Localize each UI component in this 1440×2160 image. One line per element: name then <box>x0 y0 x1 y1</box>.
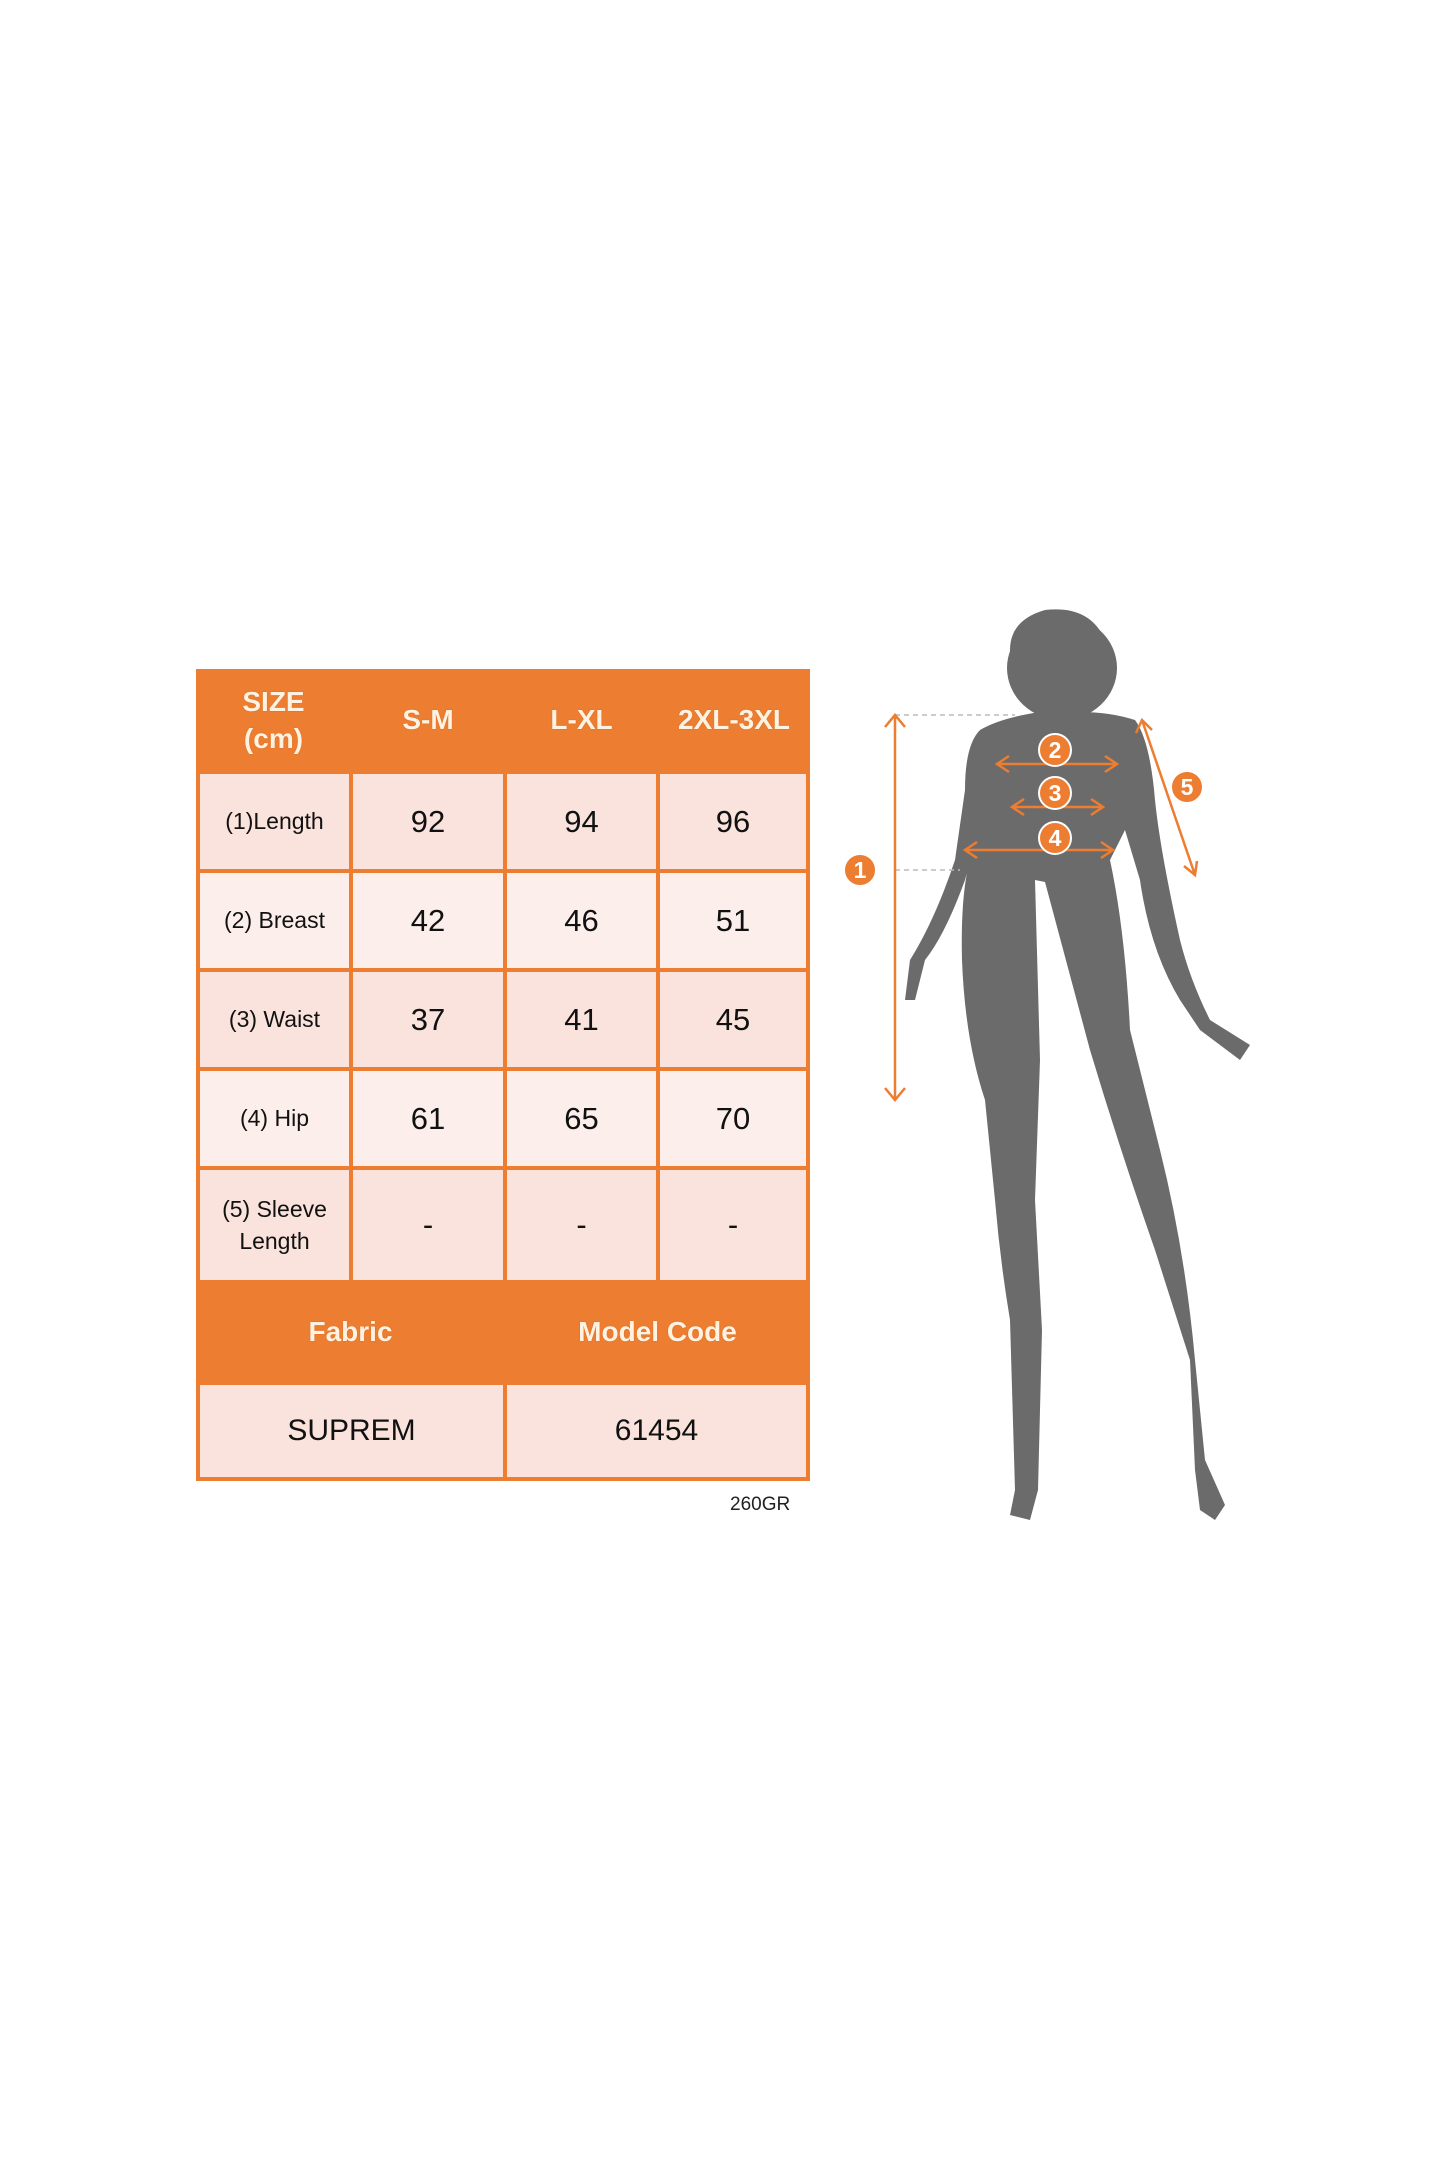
size-value: 41 <box>507 972 656 1067</box>
svg-text:5: 5 <box>1181 774 1194 800</box>
row-label: (1)Length <box>200 774 349 869</box>
size-value: 46 <box>507 873 656 968</box>
size-column-header: 2XL-3XL <box>677 704 791 736</box>
model-code-header: Model Code <box>578 1316 737 1348</box>
measurement-marker-1: 1 <box>843 853 877 887</box>
size-value: 51 <box>660 873 806 968</box>
size-value: 45 <box>660 972 806 1067</box>
size-value: - <box>353 1170 503 1280</box>
size-value: 94 <box>507 774 656 869</box>
length-arrow <box>884 713 906 1102</box>
measurement-marker-5: 5 <box>1170 770 1204 804</box>
fabric-value: SUPREM <box>200 1385 503 1477</box>
size-value: 70 <box>660 1071 806 1166</box>
size-unit-header: SIZE (cm) <box>242 686 305 754</box>
svg-text:2: 2 <box>1049 737 1062 763</box>
svg-text:3: 3 <box>1049 780 1062 806</box>
size-value: 42 <box>353 873 503 968</box>
model-code-value: 61454 <box>507 1385 806 1477</box>
row-label: (5) Sleeve Length <box>200 1170 349 1280</box>
size-value: - <box>660 1170 806 1280</box>
size-value: - <box>507 1170 656 1280</box>
size-value: 65 <box>507 1071 656 1166</box>
measurement-marker-2: 2 <box>1038 733 1072 767</box>
fabric-header: Fabric <box>308 1316 393 1348</box>
hip-arrow <box>962 840 1116 860</box>
size-chart-table: SIZE (cm) S-M L-XL 2XL-3XL (1)Length 92 94 96 (2… <box>196 669 810 1481</box>
row-label: (4) Hip <box>200 1071 349 1166</box>
size-column-header: L-XL <box>550 704 613 736</box>
size-value: 92 <box>353 774 503 869</box>
sleeve-arrow <box>1134 717 1199 878</box>
svg-text:4: 4 <box>1049 825 1062 851</box>
silhouette <box>905 609 1250 1520</box>
size-value: 96 <box>660 774 806 869</box>
weight-note: 260GR <box>730 1494 791 1515</box>
row-label: (3) Waist <box>200 972 349 1067</box>
size-column-header: S-M <box>402 704 454 736</box>
size-value: 37 <box>353 972 503 1067</box>
svg-text:1: 1 <box>854 857 867 883</box>
measurement-marker-4: 4 <box>1038 821 1072 855</box>
row-label: (2) Breast <box>200 873 349 968</box>
measurement-marker-3: 3 <box>1038 776 1072 810</box>
size-value: 61 <box>353 1071 503 1166</box>
